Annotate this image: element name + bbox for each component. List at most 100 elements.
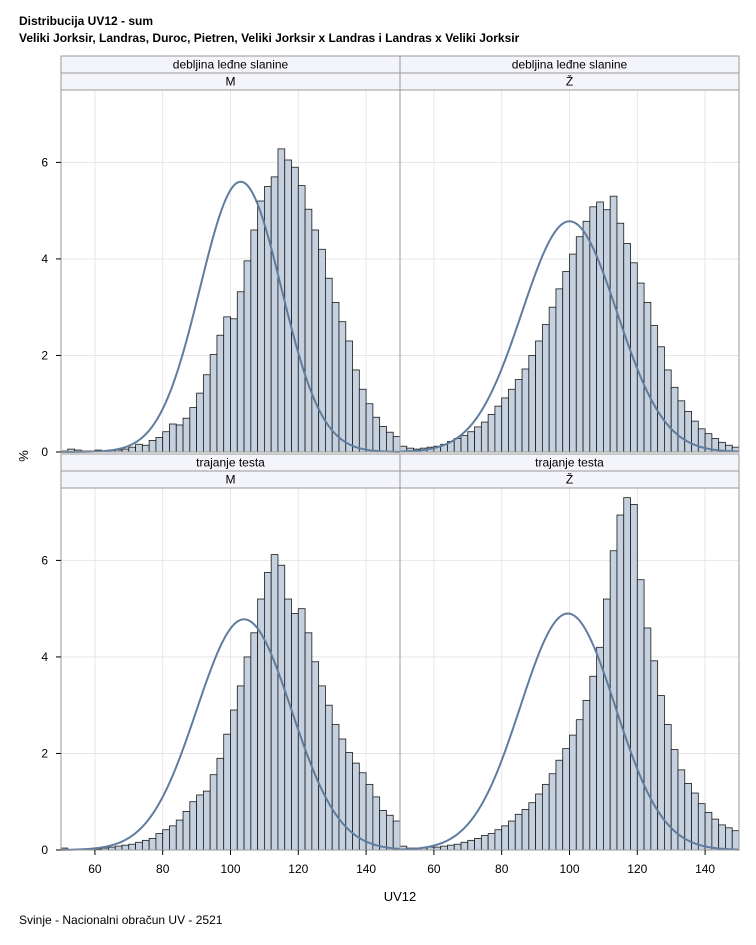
histogram-bar: [135, 841, 143, 851]
histogram-bar: [575, 236, 584, 453]
x-tick-label: 60: [427, 862, 441, 876]
histogram-bar: [643, 301, 652, 453]
histogram-bar: [603, 598, 611, 851]
normal-curve: [60, 618, 401, 851]
histogram-bar: [135, 443, 143, 453]
histogram-bar: [223, 733, 231, 851]
histogram-bar: [514, 379, 523, 453]
histogram-bar: [230, 709, 238, 851]
histogram-bar: [460, 841, 469, 851]
histogram-bar: [650, 660, 659, 851]
histogram-bar: [325, 704, 333, 851]
histogram-bar: [358, 388, 367, 453]
histogram-bar: [155, 833, 164, 851]
histogram-bar: [650, 325, 659, 453]
histogram-bar: [128, 843, 136, 851]
histogram-bar: [263, 572, 272, 851]
histogram-bar: [386, 431, 394, 453]
histogram-bar: [453, 438, 462, 453]
histogram-bar: [508, 820, 516, 851]
histogram-bar: [216, 334, 225, 453]
histogram-bar: [148, 838, 157, 851]
histogram-bar: [664, 369, 672, 453]
histogram-bar: [365, 403, 374, 453]
histogram-bar: [169, 825, 177, 851]
histogram-bar: [555, 288, 564, 453]
x-tick-label: 60: [88, 862, 102, 876]
histogram-bar: [480, 421, 489, 453]
histogram-bar: [731, 830, 740, 851]
histogram-bar: [141, 839, 150, 851]
histogram-bar: [528, 355, 537, 453]
histogram-bar: [664, 724, 672, 851]
histogram-bar: [236, 291, 245, 453]
histogram-bar: [501, 397, 509, 453]
histogram-bar: [250, 632, 259, 851]
histogram-bar: [630, 504, 638, 851]
panel-row-label: debljina leđne slanine: [173, 58, 289, 72]
histogram-bar: [379, 810, 387, 851]
histogram-bar: [148, 440, 157, 453]
histogram-bar: [670, 386, 679, 453]
histogram-bar: [535, 340, 543, 453]
histogram-bar: [494, 829, 503, 851]
histogram-bar: [528, 802, 537, 851]
histogram-bar: [311, 661, 320, 851]
x-tick-label: 100: [559, 862, 579, 876]
histogram-bar: [331, 724, 340, 851]
histogram-bar: [162, 829, 170, 851]
histogram-bar: [677, 400, 686, 453]
x-axis-label: UV12: [384, 889, 417, 904]
y-tick-label: 4: [41, 252, 48, 266]
histogram-bar: [392, 820, 401, 851]
histogram-bar: [386, 814, 394, 851]
histogram-bar: [331, 301, 340, 453]
histogram-bar: [569, 734, 577, 851]
histogram-bar: [277, 564, 286, 851]
histogram-bar: [352, 369, 360, 453]
histogram-bar: [541, 783, 550, 851]
histogram-bar: [440, 845, 448, 851]
histogram-bar: [209, 774, 218, 851]
histogram-bar: [704, 811, 713, 851]
histogram-bar: [636, 282, 645, 453]
histogram-bar: [508, 388, 516, 453]
histogram-bar: [548, 773, 557, 851]
histogram-bar: [175, 819, 184, 851]
histogram-bar: [114, 845, 123, 851]
histogram-bar: [141, 444, 150, 453]
histogram-bar: [372, 416, 381, 453]
histogram-bar: [562, 748, 570, 851]
histogram-bar: [514, 813, 523, 851]
histogram-bar: [569, 253, 577, 453]
x-tick-label: 120: [627, 862, 647, 876]
histogram-bar: [318, 685, 326, 851]
histogram-bar: [250, 229, 259, 453]
histogram-bar: [684, 411, 692, 453]
histogram-bar: [338, 738, 347, 851]
histogram-bar: [392, 436, 401, 453]
panel-row-label: trajanje testa: [196, 456, 265, 470]
y-tick-label: 6: [41, 155, 48, 169]
histogram-bar: [657, 695, 665, 851]
chart-subtitle: Veliki Jorksir, Landras, Duroc, Pietren,…: [19, 31, 520, 45]
histogram-bar: [189, 407, 198, 453]
histogram-bar: [304, 208, 313, 453]
histogram-bar: [311, 229, 320, 453]
histogram-bar: [474, 838, 482, 851]
histogram-bar: [691, 420, 699, 453]
x-tick-label: 80: [495, 862, 509, 876]
histogram-bar: [582, 220, 591, 453]
histogram-bar: [230, 318, 238, 453]
panel-col-label: M: [226, 473, 236, 487]
y-tick-label: 0: [41, 843, 48, 857]
histogram-bar: [474, 426, 482, 453]
y-tick-label: 0: [41, 445, 48, 459]
histogram-bar: [162, 431, 170, 453]
histogram-bar: [718, 824, 726, 851]
normal-curve: [399, 612, 740, 851]
histogram-bar: [345, 752, 353, 851]
histogram-bar: [318, 248, 326, 453]
histogram-bar: [535, 793, 543, 851]
panel-frame: [399, 89, 740, 453]
